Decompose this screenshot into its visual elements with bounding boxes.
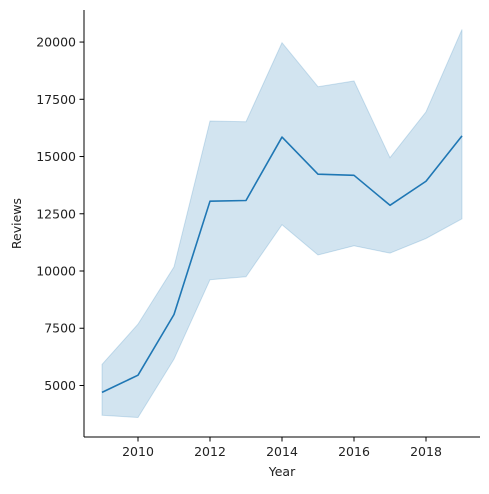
- x-tick-label: 2010: [122, 444, 154, 459]
- y-tick-label: 12500: [36, 206, 76, 221]
- confidence-band-layer: [102, 29, 462, 417]
- y-tick-label: 15000: [36, 149, 76, 164]
- y-ticks: 5000 7500 10000 12500 15000 17500 20000: [36, 35, 84, 393]
- x-tick-label: 2018: [410, 444, 442, 459]
- y-tick-label: 7500: [44, 321, 76, 336]
- confidence-band-0: [102, 29, 462, 417]
- x-ticks: 2010 2012 2014 2016 2018: [122, 437, 442, 459]
- y-tick-label: 10000: [36, 264, 76, 279]
- x-tick-label: 2016: [338, 444, 370, 459]
- y-tick-label: 17500: [36, 92, 76, 107]
- x-tick-label: 2012: [194, 444, 226, 459]
- y-tick-label: 5000: [44, 378, 76, 393]
- x-axis-label: Year: [268, 464, 296, 479]
- y-tick-label: 20000: [36, 35, 76, 50]
- y-axis-label: Reviews: [9, 198, 24, 249]
- x-tick-label: 2014: [266, 444, 298, 459]
